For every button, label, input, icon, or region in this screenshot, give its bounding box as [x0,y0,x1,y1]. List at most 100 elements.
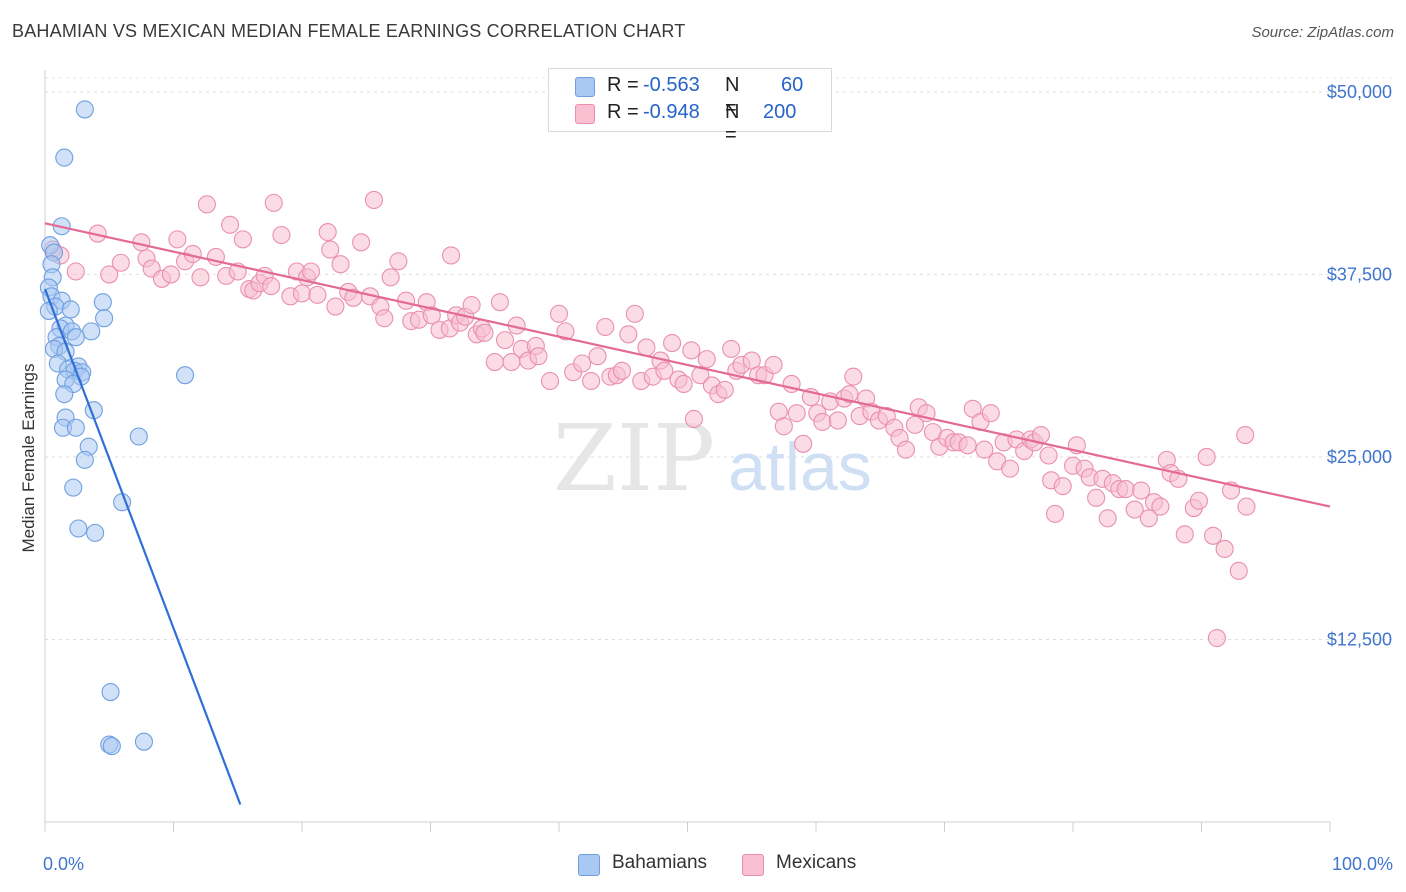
mexican-point [1045,504,1065,523]
bahamian-point [55,148,74,167]
mexican-point [1000,459,1020,478]
mexican-point [197,195,216,214]
mexican-point [582,371,601,391]
mexican-point [655,361,674,380]
trend-layer [43,222,1331,805]
n-value: 200 [763,101,797,123]
mexican-point [272,225,291,245]
legend-swatch-bahamians [578,854,600,876]
mexican-point [495,331,515,350]
mexican-point [1207,628,1226,648]
mexican-point [1189,491,1208,510]
bahamians-swatch [575,77,595,97]
mexican-point [442,246,461,265]
bahamian-point [82,322,101,341]
mexican-point [637,338,656,357]
mexican-point [318,223,337,242]
bahamian-point [134,732,153,751]
mexican-point [422,306,441,325]
mexican-point [262,277,281,296]
mexican-point [573,354,592,373]
legend-label-bahamians: Bahamians [612,852,708,873]
mexican-point [375,309,394,328]
mexican-point [326,297,345,316]
mexican-point [612,361,632,380]
mexican-point [529,347,548,366]
mexican-point [663,334,682,353]
r-label: R = [607,74,639,96]
mexican-point [352,233,371,252]
label-layer: $12,500 $25,000 $37,500 $50,000 0.0% 100.0% Me… [19,82,1393,874]
mexican-point [896,440,916,459]
grid-layer [45,77,1392,640]
mexican-point [1053,477,1072,496]
mexican-point [556,322,575,341]
mexican-point [364,190,384,210]
bahamian-point [129,427,148,446]
axis-layer [44,70,1331,832]
bahamian-point [102,737,121,756]
mexican-point [1237,497,1256,516]
bahamian-point [39,301,58,320]
mexican-point [1151,497,1170,516]
mexican-point [905,415,924,434]
mexican-point [794,434,813,453]
mexican-point [66,262,85,281]
mexican-point [220,215,240,234]
chart-title: BAHAMIAN VS MEXICAN MEDIAN FEMALE EARNIN… [12,21,686,41]
mexican-point [168,230,187,249]
stats-legend: R = -0.563 N = 60 R = -0.948 N = 200 [548,68,832,146]
n-value: 60 [781,74,804,96]
mexican-point [787,404,806,423]
mexican-point [813,412,832,431]
source-label: Source: ZipAtlas.com [1251,24,1394,41]
mexican-point [588,347,607,366]
mexican-point [389,252,408,271]
mexican-point [233,230,252,249]
mexican-point [619,325,638,344]
mexican-point [540,371,560,391]
mexican-point [1204,526,1223,545]
bahamian-point [69,519,88,538]
mexican-point [292,284,312,303]
mexican-point [381,268,400,287]
mexican-point [682,341,701,360]
y-axis-label: Median Female Earnings [19,364,38,553]
mexican-point [1236,425,1255,445]
points-layer [39,100,1256,756]
mexican-point [958,436,977,455]
mexican-point [331,255,350,274]
mexican-point [111,253,130,272]
mexican-point [490,293,509,312]
r-value: -0.563 [643,74,700,96]
mexican-point [596,317,615,337]
bahamian-point [55,385,74,404]
mexican-point [485,352,504,372]
bahamian-point [86,523,105,542]
mexican-point [674,374,693,393]
mexicans-swatch [575,104,595,124]
bahamian-point [101,682,120,702]
mexican-point [1229,561,1248,580]
legend-label-mexicans: Mexicans [776,852,857,873]
mexican-point [549,304,569,323]
bahamian-point [66,328,85,347]
mexican-point [100,265,119,284]
mexican-point [1039,446,1058,465]
n-label: N = [725,74,740,119]
mexican-point [981,404,1000,423]
bahamian-point [75,450,94,469]
bahamian-point [176,366,195,385]
mexican-point [774,417,793,436]
mexican-point [844,367,863,386]
bahamian-point [95,309,114,328]
legend-swatch-mexicans [742,854,764,876]
mexican-point [462,296,481,315]
mexican-point [828,411,847,430]
mexican-point [308,285,327,304]
mexican-point [1197,447,1216,467]
x-tick-label: 0.0% [43,854,84,874]
mexican-point [321,240,340,259]
mexican-point [1132,481,1151,500]
mexican-point [1215,539,1234,558]
